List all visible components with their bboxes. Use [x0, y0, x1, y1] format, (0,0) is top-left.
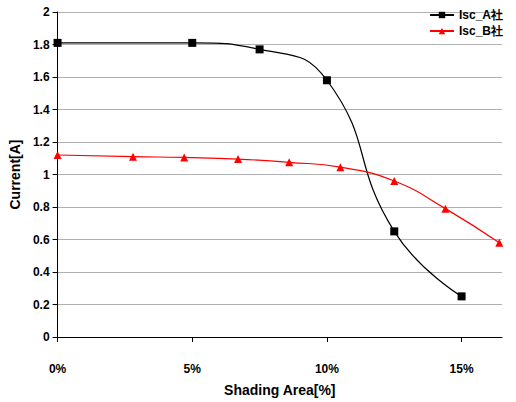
- svg-text:1.8: 1.8: [33, 38, 50, 52]
- svg-text:Isc_B社: Isc_B社: [459, 24, 503, 38]
- svg-text:1: 1: [43, 168, 50, 182]
- svg-text:0.8: 0.8: [33, 200, 50, 214]
- svg-text:2: 2: [43, 5, 50, 19]
- svg-text:15%: 15%: [450, 362, 474, 376]
- svg-text:1.6: 1.6: [33, 70, 50, 84]
- svg-text:1.4: 1.4: [33, 103, 50, 117]
- svg-text:0: 0: [43, 330, 50, 344]
- svg-text:Shading Area[%]: Shading Area[%]: [224, 382, 336, 398]
- svg-text:10%: 10%: [315, 362, 339, 376]
- svg-text:0.2: 0.2: [33, 298, 50, 312]
- svg-text:0.6: 0.6: [33, 233, 50, 247]
- svg-text:5%: 5%: [184, 362, 202, 376]
- svg-text:Current[A]: Current[A]: [7, 140, 23, 210]
- svg-text:0%: 0%: [49, 362, 67, 376]
- svg-text:1.2: 1.2: [33, 135, 50, 149]
- svg-text:0.4: 0.4: [33, 265, 50, 279]
- svg-text:Isc_A社: Isc_A社: [459, 8, 503, 22]
